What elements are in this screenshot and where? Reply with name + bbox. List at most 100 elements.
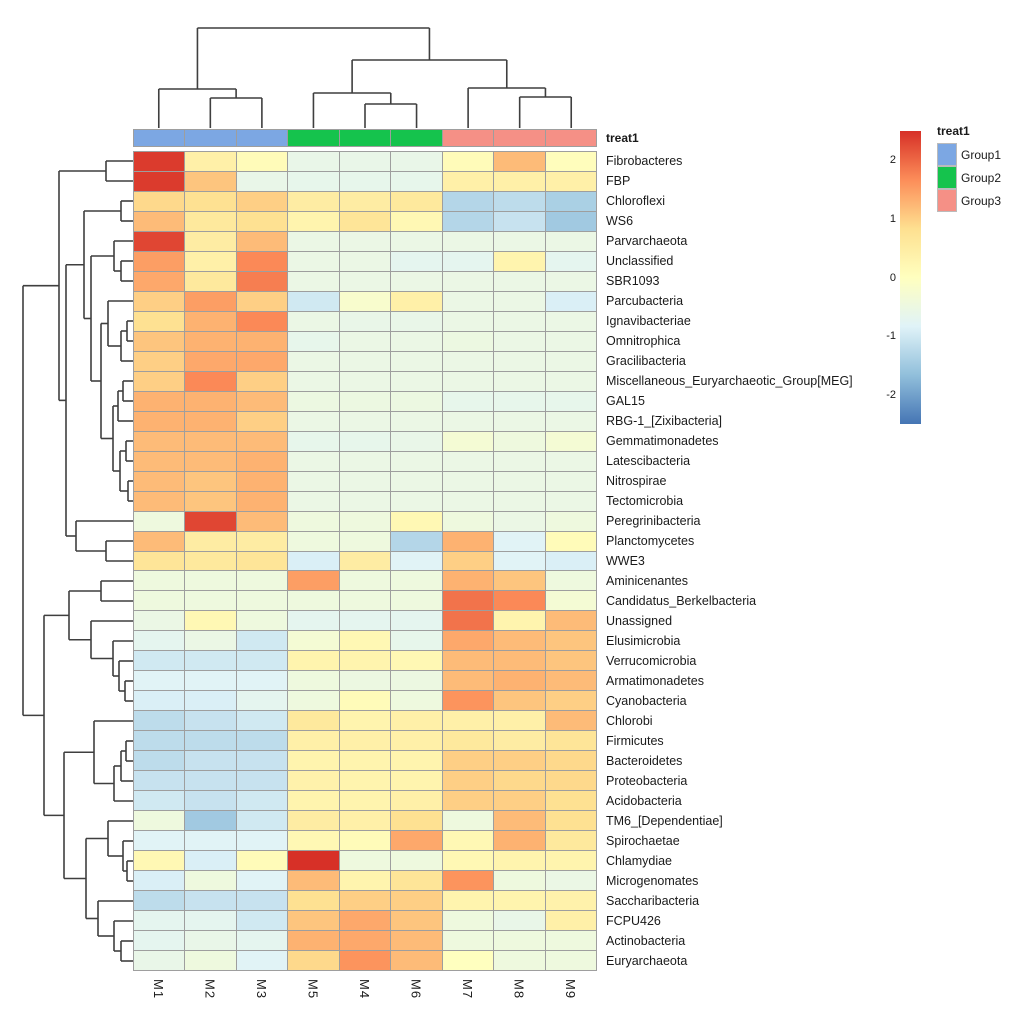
heatmap-cell	[134, 152, 185, 171]
row-label: Parcubacteria	[606, 294, 684, 308]
heatmap-cell	[442, 291, 494, 311]
heatmap-cell	[236, 811, 288, 831]
heatmap-cell	[339, 191, 391, 211]
heatmap-cell	[494, 931, 545, 951]
heatmap-cell	[339, 471, 391, 491]
heatmap-cell	[288, 571, 339, 591]
heatmap-cell	[339, 531, 391, 551]
heatmap-cell	[494, 351, 545, 371]
heatmap-cell	[236, 391, 288, 411]
heatmap-cell	[288, 491, 339, 511]
heatmap-cell	[339, 311, 391, 331]
heatmap-cell	[494, 651, 545, 671]
heatmap-cell	[494, 191, 545, 211]
row-label: Ignavibacteriae	[606, 314, 691, 328]
heatmap-cell	[185, 731, 236, 751]
column-label-M3: M3	[253, 979, 269, 1000]
column-label-M1: M1	[150, 979, 166, 1000]
column-label-M6: M6	[408, 979, 424, 1000]
heatmap-cell	[494, 751, 545, 771]
heatmap-cell	[545, 391, 596, 411]
heatmap-cell	[545, 551, 596, 571]
row-label: Elusimicrobia	[606, 634, 681, 648]
heatmap-cell	[339, 891, 391, 911]
heatmap-cell	[339, 611, 391, 631]
heatmap-cell	[545, 791, 596, 811]
legend-swatch-Group2	[937, 166, 957, 189]
heatmap-cell	[391, 331, 442, 351]
heatmap-cell	[339, 691, 391, 711]
heatmap-cell	[236, 771, 288, 791]
heatmap-cell	[288, 331, 339, 351]
heatmap-cell	[288, 351, 339, 371]
heatmap-cell	[185, 371, 236, 391]
heatmap-cell	[236, 311, 288, 331]
heatmap-cell	[442, 251, 494, 271]
column-label-M9: M9	[563, 979, 579, 1000]
heatmap-cell	[494, 171, 545, 191]
heatmap-cell	[185, 571, 236, 591]
heatmap-cell	[185, 171, 236, 191]
heatmap-cell	[288, 511, 339, 531]
row-label: Gemmatimonadetes	[606, 434, 719, 448]
heatmap-cell	[391, 611, 442, 631]
row-label: Fibrobacteres	[606, 154, 683, 168]
heatmap-cell	[494, 391, 545, 411]
heatmap-cell	[545, 951, 596, 970]
heatmap-cell	[236, 411, 288, 431]
heatmap-cell	[134, 591, 185, 611]
heatmap-cell	[391, 631, 442, 651]
heatmap-cell	[545, 671, 596, 691]
legend-swatch-Group3	[937, 189, 957, 212]
row-label: Aminicenantes	[606, 574, 688, 588]
heatmap-cell	[185, 491, 236, 511]
heatmap-cell	[391, 391, 442, 411]
heatmap-cell	[494, 911, 545, 931]
heatmap-cell	[545, 231, 596, 251]
heatmap-cell	[391, 271, 442, 291]
heatmap-cell	[391, 691, 442, 711]
heatmap-cell	[494, 811, 545, 831]
heatmap-grid	[133, 151, 597, 971]
heatmap-cell	[288, 191, 339, 211]
heatmap-cell	[339, 791, 391, 811]
heatmap-cell	[545, 511, 596, 531]
heatmap-cell	[339, 451, 391, 471]
column-label-M2: M2	[202, 979, 218, 1000]
heatmap-cell	[391, 551, 442, 571]
heatmap-cell	[545, 531, 596, 551]
heatmap-cell	[545, 152, 596, 171]
heatmap-cell	[442, 571, 494, 591]
heatmap-cell	[391, 231, 442, 251]
colorbar-tick-2: 2	[889, 154, 896, 167]
heatmap-cell	[339, 391, 391, 411]
heatmap-cell	[494, 831, 545, 851]
heatmap-cell	[494, 431, 545, 451]
row-label: WS6	[606, 214, 634, 228]
heatmap-cell	[134, 171, 185, 191]
heatmap-cell	[545, 631, 596, 651]
heatmap-cell	[134, 811, 185, 831]
heatmap-cell	[494, 711, 545, 731]
heatmap-cell	[134, 411, 185, 431]
heatmap-cell	[236, 231, 288, 251]
heatmap-cell	[391, 431, 442, 451]
heatmap-cell	[391, 591, 442, 611]
heatmap-cell	[545, 751, 596, 771]
heatmap-cell	[391, 871, 442, 891]
heatmap-cell	[391, 152, 442, 171]
heatmap-cell	[288, 891, 339, 911]
heatmap-cell	[442, 551, 494, 571]
heatmap-cell	[288, 271, 339, 291]
heatmap-cell	[442, 751, 494, 771]
heatmap-cell	[339, 751, 391, 771]
heatmap-cell	[134, 451, 185, 471]
heatmap-cell	[236, 271, 288, 291]
heatmap-cell	[339, 331, 391, 351]
heatmap-cell	[134, 211, 185, 231]
heatmap-cell	[545, 351, 596, 371]
heatmap-cell	[185, 331, 236, 351]
heatmap-cell	[185, 611, 236, 631]
row-label: Euryarchaeota	[606, 954, 688, 968]
heatmap-cell	[288, 171, 339, 191]
